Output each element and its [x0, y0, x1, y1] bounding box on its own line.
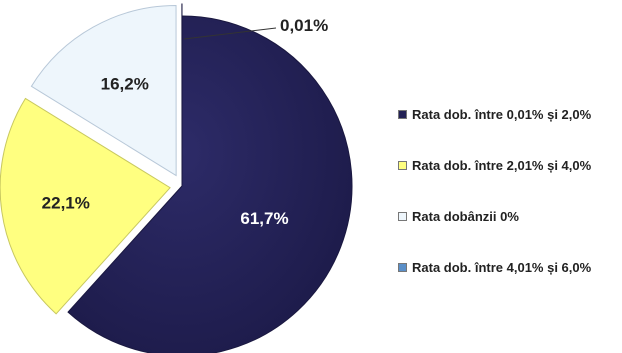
legend-item: Rata dob. între 0,01% și 2,0%	[398, 104, 620, 124]
legend-swatch	[398, 262, 407, 272]
legend-item: Rata dob. între 2,01% și 4,0%	[398, 155, 620, 175]
slice-label: 61,7%	[240, 209, 288, 228]
slice-label: 22,1%	[42, 194, 90, 213]
callout-line	[183, 27, 277, 40]
slice-label: 0,01%	[280, 16, 328, 35]
slice-label: 16,2%	[101, 75, 149, 94]
pie-slice	[67, 15, 353, 353]
legend: Rata dob. între 0,01% și 2,0% Rata dob. …	[398, 104, 620, 308]
legend-item: Rata dobânzii 0%	[398, 206, 620, 226]
legend-swatch	[398, 211, 407, 221]
legend-item: Rata dob. între 4,01% și 6,0%	[398, 257, 620, 277]
legend-label: Rata dob. între 0,01% și 2,0%	[412, 106, 592, 122]
legend-swatch	[398, 109, 407, 119]
legend-label: Rata dobânzii 0%	[412, 208, 519, 224]
legend-swatch	[398, 160, 407, 170]
pie-slice	[0, 97, 171, 315]
legend-label: Rata dob. între 4,01% și 6,0%	[412, 259, 592, 275]
pie-slice	[30, 5, 177, 177]
legend-label: Rata dob. între 2,01% și 4,0%	[412, 157, 592, 173]
